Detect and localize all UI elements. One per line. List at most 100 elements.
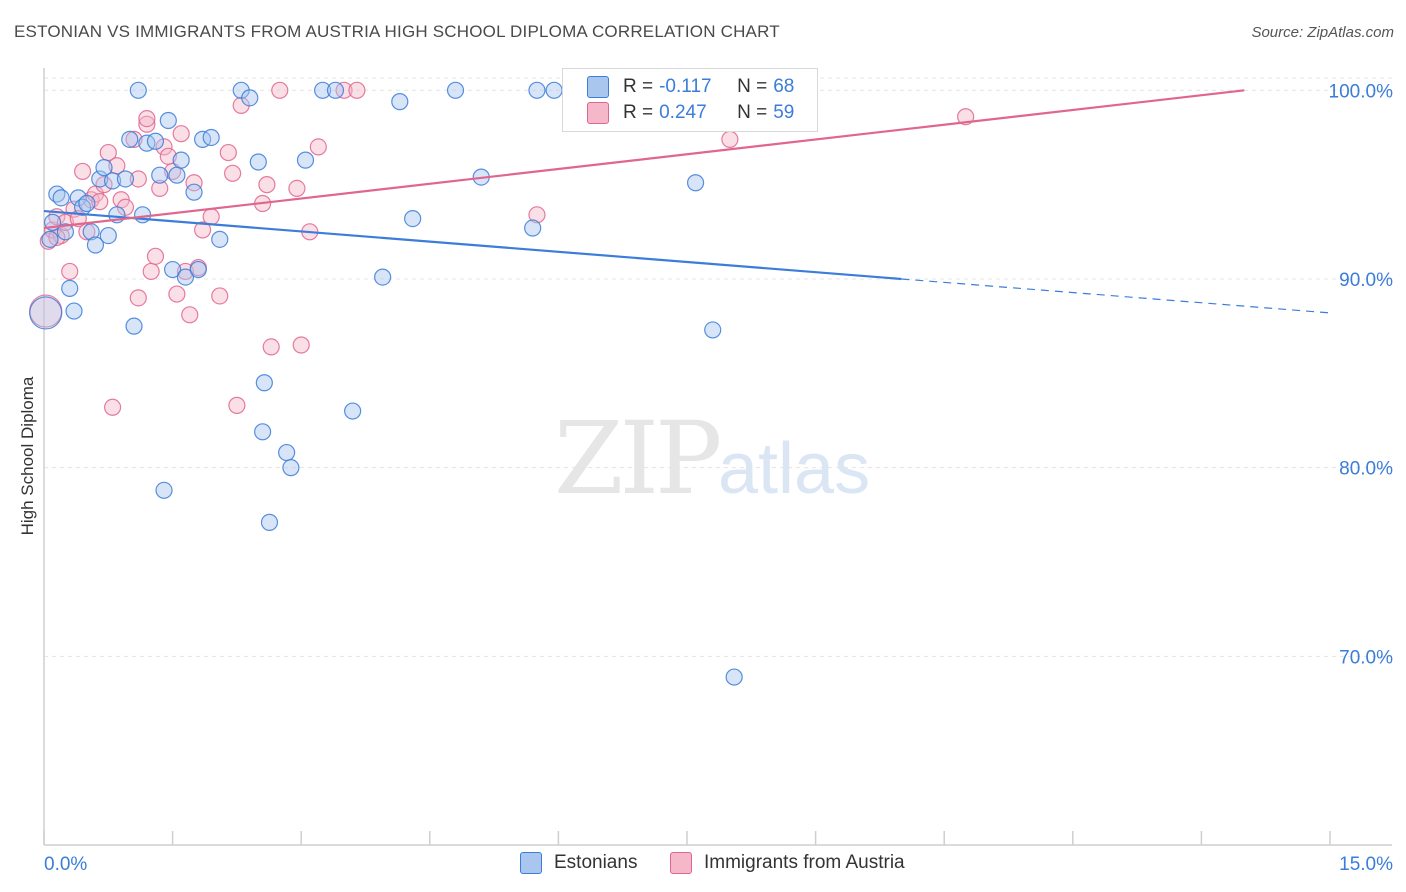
estonians-point: [52, 189, 70, 207]
immigrants-point: [91, 193, 109, 211]
watermark-zip: ZIP: [554, 400, 722, 517]
immigrants-point: [138, 115, 156, 133]
immigrants-point: [194, 221, 212, 239]
estonians-point: [129, 81, 147, 99]
immigrants-point: [181, 306, 199, 324]
estonians-point: [255, 374, 273, 392]
legend-item-estonians[interactable]: Estonians: [520, 852, 637, 874]
estonians-point: [103, 172, 122, 190]
immigrants-point: [309, 138, 327, 156]
estonians-point: [91, 170, 109, 188]
estonians-point: [282, 459, 300, 477]
estonians-point: [404, 210, 422, 228]
y-tick-label: 100.0%: [1329, 81, 1394, 102]
y-tick-label: 70.0%: [1339, 647, 1393, 668]
watermark-atlas: atlas: [718, 429, 871, 509]
estonians-point: [391, 93, 409, 111]
estonians-point: [29, 296, 63, 330]
source-label: Source: ZipAtlas.com: [1251, 24, 1394, 41]
estonians-point: [133, 206, 152, 224]
immigrants-point: [219, 143, 237, 162]
immigrants-point: [258, 176, 276, 194]
immigrants-point: [146, 247, 165, 265]
y-axis-label: High School Diploma: [18, 376, 37, 536]
estonians-point: [545, 81, 563, 99]
legend-n-label: N =: [737, 76, 768, 97]
immigrants-point: [292, 336, 310, 354]
legend-item-immigrants[interactable]: Immigrants from Austria: [670, 852, 905, 874]
immigrants-point: [138, 110, 156, 128]
estonians-point: [69, 189, 87, 207]
chart-title: ESTONIAN VS IMMIGRANTS FROM AUSTRIA HIGH…: [14, 22, 780, 41]
estonians-point: [151, 166, 169, 184]
estonians-point: [326, 81, 345, 99]
estonians-point: [211, 230, 229, 248]
immigrants-point: [168, 285, 186, 303]
estonians-point: [344, 402, 362, 420]
estonians-point: [278, 443, 296, 462]
legend-swatch-estonians: [520, 852, 542, 874]
estonians-point: [704, 321, 722, 339]
estonians-point: [146, 132, 165, 150]
legend-r-label: R =: [623, 102, 654, 123]
immigrants-point: [73, 162, 92, 181]
immigrants-point: [348, 81, 366, 99]
estonians-point: [189, 260, 207, 279]
estonians-point: [249, 153, 267, 171]
y-tick-label: 90.0%: [1339, 270, 1393, 291]
series-legend: Estonians Immigrants from Austria: [0, 852, 1406, 878]
immigrants-point: [103, 398, 122, 416]
estonians-point: [82, 223, 100, 241]
estonians-point: [446, 81, 465, 99]
estonians-point: [65, 302, 83, 320]
estonians-point: [121, 130, 139, 148]
estonians-point: [95, 159, 113, 177]
legend-n-label: N =: [737, 102, 768, 123]
estonians-point: [176, 268, 195, 286]
immigrants-point: [528, 206, 546, 224]
x-tick-label: 0.0%: [44, 854, 87, 875]
estonians-point: [78, 194, 96, 213]
estonians-point: [524, 219, 542, 237]
estonians-point: [116, 170, 135, 188]
immigrants-point: [211, 287, 229, 305]
legend-swatch-pink: [587, 102, 609, 124]
estonians-point: [260, 513, 279, 531]
x-tick-label: 15.0%: [1339, 854, 1393, 875]
immigrants-point: [721, 130, 739, 148]
estonians-point: [86, 236, 105, 254]
immigrants-point: [125, 130, 143, 148]
estonians-point: [41, 230, 59, 248]
estonians-point: [56, 223, 75, 241]
legend-n-value: 59: [773, 102, 795, 123]
legend-label-estonians: Estonians: [554, 852, 638, 873]
immigrants-point: [185, 174, 203, 192]
trend-line-estonians: [43, 209, 902, 281]
estonians-point: [254, 423, 272, 441]
legend-row-estonians: R = -0.117 N = 68: [587, 75, 794, 99]
immigrants-point: [172, 125, 190, 143]
immigrants-point: [202, 208, 220, 226]
correlation-legend: R = -0.117 N = 68 R = 0.247 N = 59: [562, 68, 818, 132]
estonians-point: [528, 81, 546, 99]
trend-line-estonians-extension: [901, 278, 1331, 314]
grid-lines: [44, 77, 1392, 657]
immigrants-point: [129, 289, 147, 307]
trend-line-immigrants: [43, 89, 1245, 230]
immigrants-point: [262, 338, 280, 356]
estonians-point: [296, 151, 315, 169]
legend-swatch-immigrants: [670, 852, 692, 874]
estonians-point: [241, 89, 259, 107]
immigrants-point: [271, 81, 289, 99]
immigrants-point: [142, 262, 160, 281]
immigrants-point: [224, 164, 242, 182]
estonians-point: [185, 183, 203, 201]
estonians-point: [125, 317, 143, 335]
immigrants-point: [151, 179, 169, 198]
estonians-point: [314, 81, 332, 99]
estonians-point: [172, 151, 190, 169]
legend-r-value: -0.117: [659, 76, 712, 97]
estonians-point: [164, 260, 182, 279]
trend-lines: [43, 89, 1331, 314]
